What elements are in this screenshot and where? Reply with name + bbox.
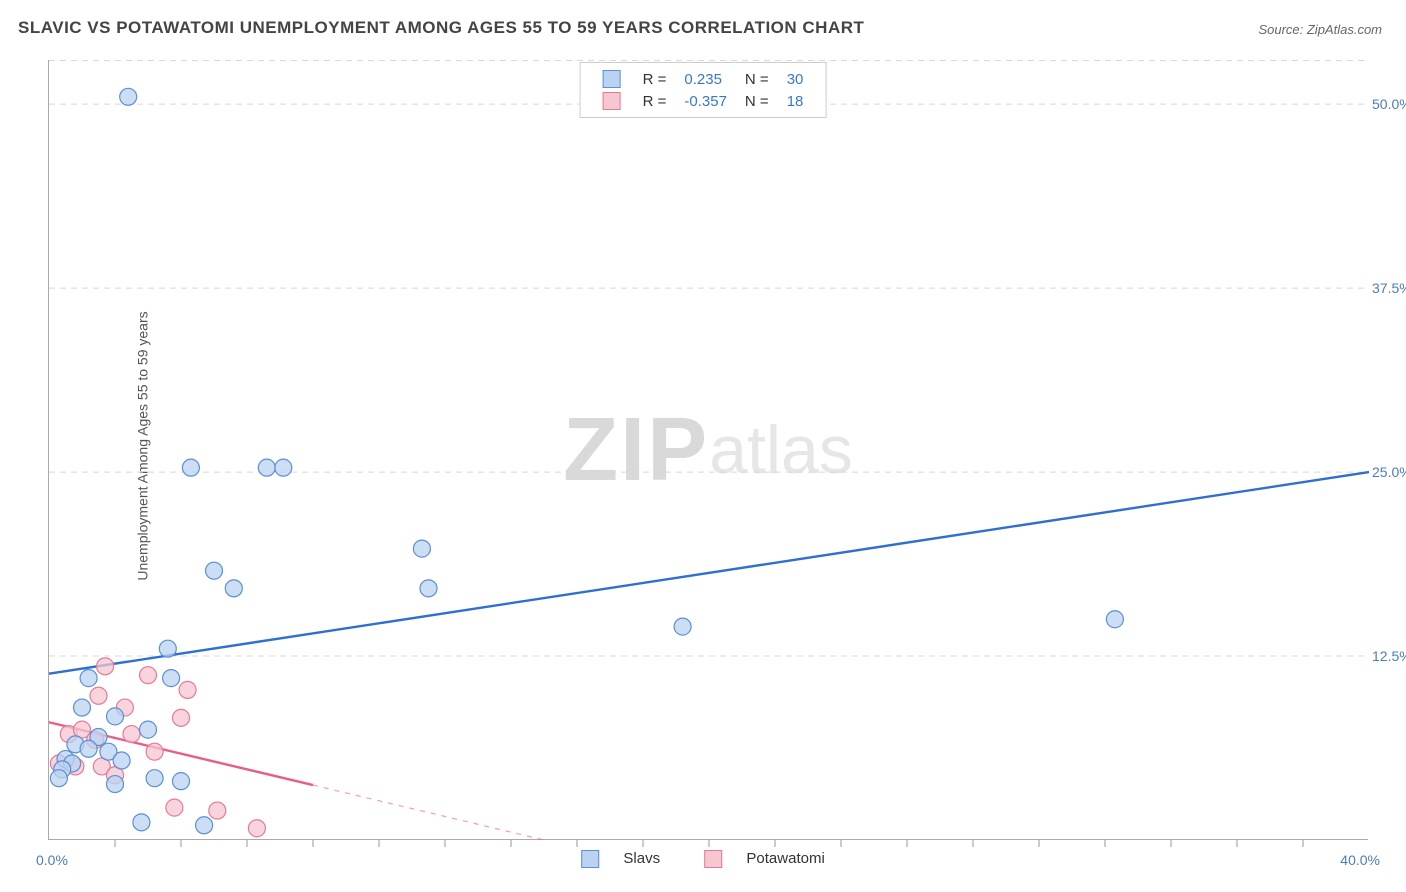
trendline-potawatomi-dashed	[313, 785, 544, 840]
point-potawatomi	[166, 799, 183, 816]
point-potawatomi	[209, 802, 226, 819]
point-slavs	[206, 562, 223, 579]
legend-label-slavs: Slavs	[623, 850, 660, 867]
point-potawatomi	[146, 743, 163, 760]
point-slavs	[413, 540, 430, 557]
y-tick-label: 50.0%	[1372, 96, 1406, 112]
stats-row-slavs: R = 0.235 N = 30	[595, 69, 812, 89]
point-potawatomi	[179, 681, 196, 698]
y-tick-label: 12.5%	[1372, 648, 1406, 664]
point-slavs	[674, 618, 691, 635]
source-label: Source: ZipAtlas.com	[1258, 22, 1382, 37]
stats-legend: R = 0.235 N = 30 R = -0.357 N = 18	[580, 62, 827, 118]
swatch-potawatomi	[603, 92, 621, 110]
legend-label-potawatomi: Potawatomi	[746, 850, 824, 867]
stats-row-potawatomi: R = -0.357 N = 18	[595, 91, 812, 111]
point-slavs	[275, 459, 292, 476]
point-slavs	[159, 640, 176, 657]
point-slavs	[50, 770, 67, 787]
point-slavs	[80, 670, 97, 687]
point-slavs	[107, 776, 124, 793]
point-slavs	[140, 721, 157, 738]
point-slavs	[113, 752, 130, 769]
point-slavs	[163, 670, 180, 687]
point-potawatomi	[140, 667, 157, 684]
point-slavs	[182, 459, 199, 476]
point-slavs	[258, 459, 275, 476]
y-tick-label: 25.0%	[1372, 464, 1406, 480]
point-slavs	[146, 770, 163, 787]
point-slavs	[225, 580, 242, 597]
swatch-potawatomi-bottom	[704, 850, 722, 868]
point-slavs	[74, 699, 91, 716]
y-tick-label: 37.5%	[1372, 280, 1406, 296]
point-slavs	[1106, 611, 1123, 628]
swatch-slavs	[603, 70, 621, 88]
point-potawatomi	[90, 687, 107, 704]
point-potawatomi	[123, 726, 140, 743]
point-slavs	[173, 773, 190, 790]
point-slavs	[420, 580, 437, 597]
series-legend: Slavs Potawatomi	[561, 850, 845, 868]
point-potawatomi	[97, 658, 114, 675]
x-origin-label: 0.0%	[36, 852, 68, 868]
chart-title: SLAVIC VS POTAWATOMI UNEMPLOYMENT AMONG …	[18, 18, 864, 38]
point-slavs	[107, 708, 124, 725]
plot-area: 12.5%25.0%37.5%50.0%	[48, 60, 1368, 840]
point-slavs	[80, 740, 97, 757]
point-slavs	[120, 88, 137, 105]
x-max-label: 40.0%	[1340, 852, 1380, 868]
point-slavs	[133, 814, 150, 831]
point-slavs	[196, 817, 213, 834]
swatch-slavs-bottom	[581, 850, 599, 868]
point-potawatomi	[248, 820, 265, 837]
chart-svg	[49, 60, 1369, 840]
trendline-slavs	[49, 472, 1369, 674]
point-potawatomi	[173, 709, 190, 726]
